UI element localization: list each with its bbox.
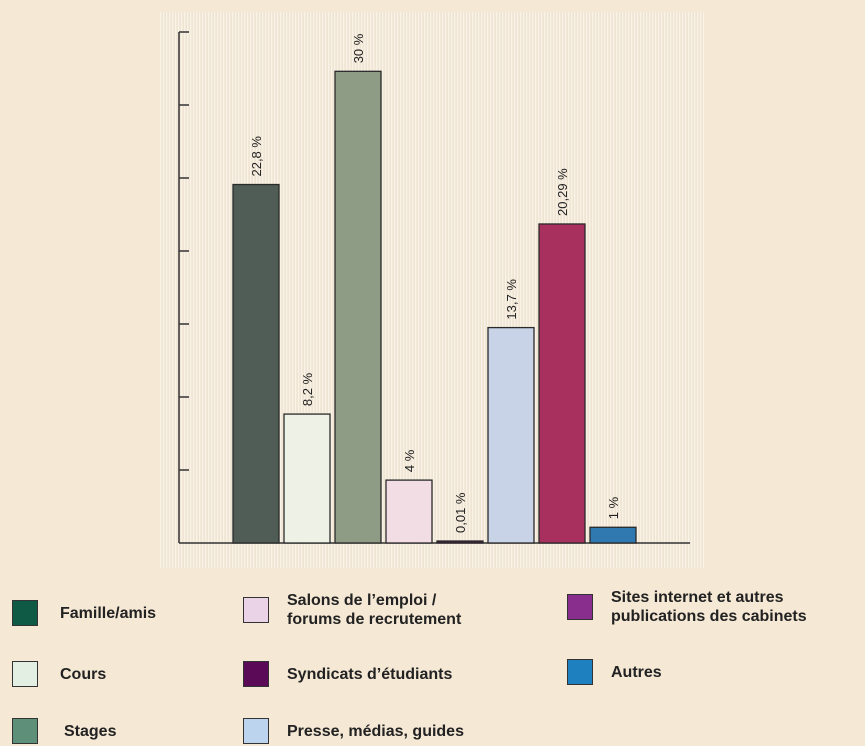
legend-item-salons: Salons de l’emploi / forums de recruteme… xyxy=(243,591,461,629)
legend-item-stages: Stages xyxy=(12,718,116,744)
bar-chart: 22,8 % 8,2 % 30 % 4 % 0,01 % 13,7 % 20,29 % 1 % xyxy=(178,31,690,544)
bar-6 xyxy=(487,326,535,544)
legend-item-famille-amis: Famille/amis xyxy=(12,600,156,626)
data-label-7: 20,29 % xyxy=(555,168,570,216)
legend-label: Cours xyxy=(60,665,107,683)
bar-3 xyxy=(334,70,382,544)
legend-swatch xyxy=(567,659,593,685)
data-label-6: 13,7 % xyxy=(504,279,519,320)
bar-8 xyxy=(589,526,637,544)
bar-7 xyxy=(538,223,586,544)
bar-5 xyxy=(436,540,484,544)
legend-swatch xyxy=(243,597,269,623)
bar-2 xyxy=(283,413,331,544)
legend-swatch xyxy=(243,661,269,687)
legend-swatch xyxy=(243,718,269,744)
data-label-1: 22,8 % xyxy=(249,136,264,177)
legend-label: Autres xyxy=(611,663,662,681)
legend-swatch xyxy=(12,718,38,744)
legend-label: Sites internet et autres publications de… xyxy=(611,589,807,625)
legend-swatch xyxy=(12,600,38,626)
legend-item-autres: Autres xyxy=(567,659,662,685)
data-label-8: 1 % xyxy=(606,496,621,519)
data-label-2: 8,2 % xyxy=(300,372,315,406)
legend-item-syndicats: Syndicats d’étudiants xyxy=(243,661,452,687)
legend-label: Famille/amis xyxy=(60,604,157,622)
bar-1 xyxy=(232,183,280,544)
legend-label: Syndicats d’étudiants xyxy=(287,665,453,683)
legend-item-sites-internet: Sites internet et autres publications de… xyxy=(567,588,807,626)
legend-label: Presse, médias, guides xyxy=(287,722,464,740)
legend-item-presse: Presse, médias, guides xyxy=(243,718,464,744)
chart-area: 22,8 % 8,2 % 30 % 4 % 0,01 % 13,7 % 20,29 % 1 % xyxy=(160,12,704,568)
data-label-3: 30 % xyxy=(351,33,366,63)
legend-item-cours: Cours xyxy=(12,661,106,687)
data-label-4: 4 % xyxy=(402,449,417,472)
legend-label: Salons de l’emploi / forums de recruteme… xyxy=(287,592,462,628)
legend-swatch xyxy=(567,594,593,620)
legend-swatch xyxy=(12,661,38,687)
data-label-5: 0,01 % xyxy=(453,492,468,533)
legend-label: Stages xyxy=(64,722,117,740)
bar-4 xyxy=(385,479,433,544)
